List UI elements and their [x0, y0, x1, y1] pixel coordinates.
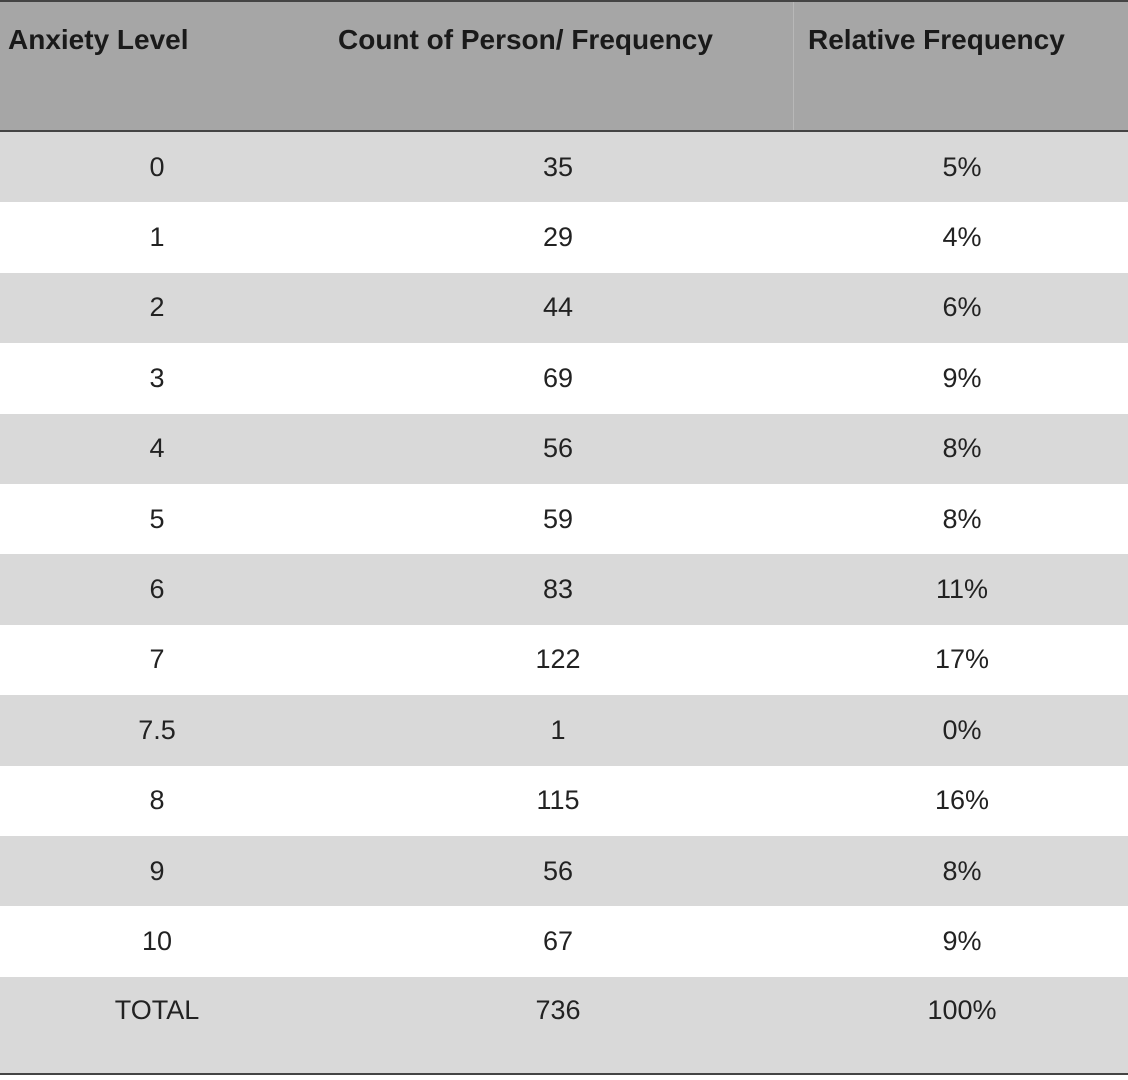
relative-frequency-cell: 8% [942, 855, 982, 886]
header-anxiety-level: Anxiety Level [8, 24, 189, 55]
relative-frequency-cell: 0% [942, 714, 982, 745]
table-row: 5 59 8% [0, 484, 1128, 554]
anxiety-level-cell: 8 [149, 785, 165, 816]
count-cell: 1 [550, 714, 566, 745]
header-divider [793, 2, 794, 130]
count-cell: 56 [542, 433, 574, 464]
table-row: 7.5 1 0% [0, 695, 1128, 766]
table-row: 1 29 4% [0, 202, 1128, 272]
table-row: 6 83 11% [0, 554, 1128, 625]
total-label-cell: TOTAL [114, 994, 200, 1025]
relative-frequency-cell: 11% [935, 574, 989, 605]
anxiety-level-cell: 2 [149, 292, 165, 323]
relative-frequency-cell: 9% [942, 925, 982, 956]
table-row: 7 122 17% [0, 625, 1128, 695]
anxiety-level-cell: 7.5 [138, 714, 176, 745]
relative-frequency-cell: 17% [934, 644, 990, 675]
total-row: TOTAL 736 100% [0, 976, 1128, 1075]
relative-frequency-cell: 8% [942, 503, 982, 534]
table-row: 2 44 6% [0, 272, 1128, 344]
anxiety-level-cell: 10 [141, 925, 173, 956]
anxiety-level-cell: 3 [149, 362, 165, 393]
count-cell: 35 [542, 151, 574, 182]
table-header: Anxiety Level Count of Person/ Frequency… [0, 0, 1128, 132]
table-row: 4 56 8% [0, 413, 1128, 484]
header-relative-frequency: Relative Frequency [808, 24, 1065, 55]
header-count-frequency: Count of Person/ Frequency [338, 24, 713, 55]
relative-frequency-cell: 5% [942, 151, 982, 182]
count-cell: 115 [536, 785, 580, 816]
relative-frequency-cell: 9% [942, 362, 982, 393]
table-row: 3 69 9% [0, 343, 1128, 413]
total-count-cell: 736 [535, 994, 581, 1025]
count-cell: 29 [542, 222, 574, 253]
relative-frequency-cell: 16% [934, 785, 990, 816]
table-row: 8 115 16% [0, 766, 1128, 836]
count-cell: 56 [542, 855, 574, 886]
table-row: 0 35 5% [0, 132, 1128, 203]
relative-frequency-cell: 6% [942, 292, 982, 323]
count-cell: 69 [542, 362, 574, 393]
anxiety-level-cell: 4 [149, 433, 165, 464]
anxiety-level-cell: 0 [149, 151, 165, 182]
relative-frequency-cell: 4% [942, 222, 982, 253]
count-cell: 44 [542, 292, 574, 323]
table-body: 0 35 5% 1 29 4% 2 44 6% 3 69 9% 4 56 8% 5 59 8% 6 83 11% 7 122… [0, 132, 1128, 1075]
anxiety-level-cell: 5 [149, 503, 165, 534]
count-cell: 83 [542, 574, 574, 605]
count-cell: 67 [542, 925, 574, 956]
anxiety-level-cell: 7 [149, 644, 165, 675]
anxiety-level-cell: 6 [149, 574, 165, 605]
anxiety-level-cell: 9 [149, 855, 165, 886]
relative-frequency-cell: 8% [942, 433, 982, 464]
table-row: 9 56 8% [0, 835, 1128, 907]
total-relative-frequency-cell: 100% [927, 994, 997, 1025]
table-row: 10 67 9% [0, 906, 1128, 976]
anxiety-level-cell: 1 [149, 222, 165, 253]
count-cell: 122 [535, 644, 581, 675]
count-cell: 59 [542, 503, 574, 534]
